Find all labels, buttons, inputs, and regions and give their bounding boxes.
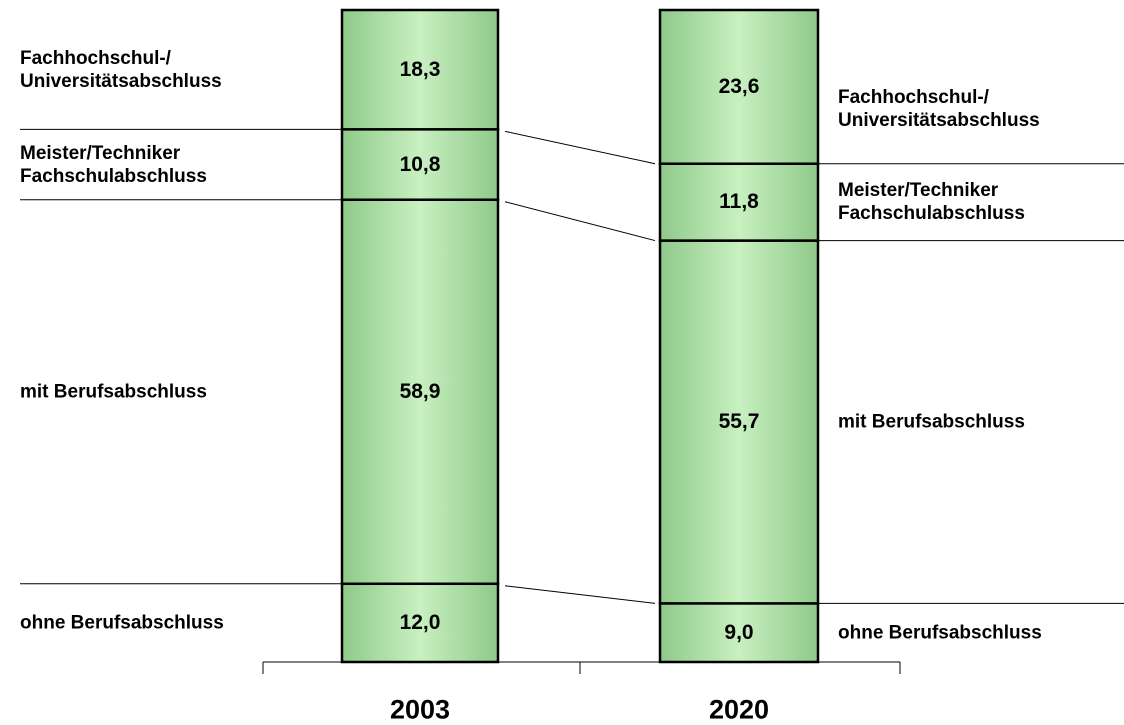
bar-segment	[340, 198, 500, 586]
value-label: 18,3	[399, 57, 441, 81]
value-label: 12,0	[399, 610, 441, 634]
legend-label: ohne Berufsabschluss	[20, 612, 224, 634]
category-label: 2020	[708, 694, 770, 725]
value-label: 55,7	[718, 409, 760, 433]
connector-line	[504, 201, 656, 242]
category-label: 2003	[389, 694, 451, 725]
connector-line	[504, 130, 656, 165]
bar-segment	[340, 8, 500, 131]
value-label: 11,8	[719, 190, 759, 214]
legend-label: ohne Berufsabschluss	[838, 622, 1042, 644]
bar-segment	[658, 8, 820, 165]
value-label: 10,8	[399, 152, 441, 176]
value-label: 23,6	[718, 74, 760, 98]
value-label: 58,9	[399, 379, 441, 403]
bar-segment	[658, 602, 820, 664]
bar-segment	[340, 582, 500, 664]
legend-label: mit Berufsabschluss	[20, 381, 207, 403]
value-label: 9,0	[724, 620, 754, 644]
connector-line	[504, 585, 656, 604]
bar-segment	[340, 128, 500, 201]
legend-label: mit Berufsabschluss	[838, 411, 1025, 433]
legend-label: Meister/Techniker Fachschulabschluss	[838, 180, 1025, 225]
legend-label: Fachhochschul-/ Universitätsabschluss	[20, 47, 222, 92]
legend-label: Meister/Techniker Fachschulabschluss	[20, 142, 207, 187]
legend-label: Fachhochschul-/ Universitätsabschluss	[838, 86, 1040, 131]
